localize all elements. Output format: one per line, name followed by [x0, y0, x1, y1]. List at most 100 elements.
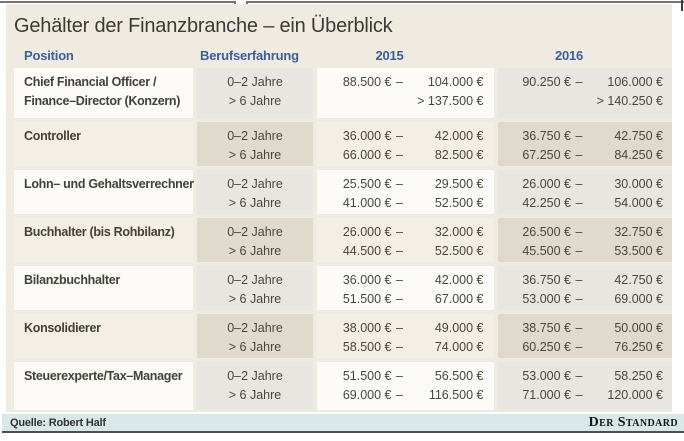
salary-range: 51.500 € – 67.000 €	[328, 290, 484, 309]
salary-range: 36.000 € – 42.000 €	[328, 127, 484, 146]
salary-high: 116.500 €	[428, 388, 484, 402]
salary-low: 36.750 €	[522, 273, 571, 287]
salary-range: > 140.250 €	[507, 92, 663, 111]
position-cell: Konsolidierer	[14, 314, 193, 358]
page-title: Gehälter der Finanzbranche – ein Überbli…	[14, 15, 393, 37]
salary-high: 53.500 €	[614, 244, 663, 258]
salary-low: 42.250 €	[522, 196, 571, 210]
salary-high: 50.000 €	[614, 321, 663, 335]
salary-high: 29.500 €	[434, 177, 484, 191]
salary-2015-cell: 88.500 € – 104.000 € > 137.500 €	[317, 68, 494, 118]
experience-value: > 6 Jahre	[228, 340, 282, 354]
salary-range: 45.500 € – 53.500 €	[507, 242, 663, 261]
salary-low: 36.000 €	[342, 129, 392, 143]
column-header-experience: Berufserfahrung	[200, 47, 299, 63]
position-name: Finance–Director (Konzern)	[24, 94, 181, 108]
range-dash: –	[575, 292, 583, 306]
position-name: Steuerexperte/Tax–Manager	[24, 369, 183, 383]
range-dash: –	[396, 292, 403, 306]
column-header-2015: 2015	[375, 47, 404, 63]
experience-value: > 6 Jahre	[228, 196, 282, 210]
range-dash: –	[396, 273, 403, 287]
experience-cell: 0–2 Jahre > 6 Jahre	[197, 314, 313, 358]
salary-high: 52.500 €	[434, 244, 484, 258]
salary-range: 36.000 € – 42.000 €	[328, 271, 484, 290]
salary-range: 60.250 € – 76.250 €	[507, 338, 663, 357]
salary-2016-cell: 38.750 € – 50.000 € 60.250 € – 76.250 €	[498, 314, 672, 358]
salary-low: 26.000 €	[342, 225, 392, 239]
range-dash: –	[396, 340, 403, 354]
table-row: Konsolidierer 0–2 Jahre > 6 Jahre 38.000 € –…	[14, 314, 672, 358]
position-name: Buchhalter (bis Rohbilanz)	[24, 225, 175, 239]
range-dash: –	[575, 148, 583, 162]
salary-2016-cell: 90.250 € – 106.000 € > 140.250 €	[498, 68, 672, 118]
table-row: Controller 0–2 Jahre > 6 Jahre 36.000 € –42.…	[14, 122, 672, 166]
salary-high: 54.000 €	[614, 196, 663, 210]
top-rule-notch	[236, 1, 246, 3]
experience-value: 0–2 Jahre	[227, 177, 283, 191]
salary-range: 53.000 € – 58.250 €	[507, 367, 663, 386]
range-dash: –	[575, 244, 583, 258]
salary-range: 38.750 € – 50.000 €	[507, 319, 663, 338]
salary-high: 42.750 €	[614, 129, 663, 143]
salary-low: 25.500 €	[342, 177, 392, 191]
table-row: Buchhalter (bis Rohbilanz) 0–2 Jahre > 6 J…	[14, 218, 672, 262]
experience-value: 0–2 Jahre	[227, 321, 283, 335]
salary-low: 88.500 €	[342, 75, 392, 89]
range-dash: –	[575, 321, 583, 335]
salary-range: 51.500 € – 56.500 €	[328, 367, 484, 386]
salary-high: 42.000 €	[434, 129, 484, 143]
experience-cell: 0–2 Jahre > 6 Jahre	[197, 266, 313, 310]
salary-range: 38.000 € – 49.000 €	[328, 319, 484, 338]
experience-value: 0–2 Jahre	[227, 273, 283, 287]
range-dash: –	[396, 129, 403, 143]
position-cell: Chief Financial Officer / Finance–Directo…	[14, 68, 193, 118]
salary-range: 36.750 € – 42.750 €	[507, 271, 663, 290]
range-dash	[571, 92, 587, 111]
salary-2016-cell: 26.000 € – 30.000 € 42.250 € – 54.000 €	[498, 170, 672, 214]
salary-high: 69.000 €	[614, 292, 663, 306]
salary-low: 36.750 €	[522, 129, 571, 143]
salary-low: 53.000 €	[522, 369, 571, 383]
salary-low	[328, 92, 392, 111]
salary-2015-cell: 36.000 € – 42.000 € 66.000 € – 82.500 €	[317, 122, 494, 166]
range-dash: –	[396, 369, 403, 383]
salary-low: 38.750 €	[522, 321, 571, 335]
column-header-position: Position	[24, 47, 74, 63]
experience-value: 0–2 Jahre	[227, 75, 283, 89]
table-header: Position Berufserfahrung 2015 2016	[14, 46, 672, 64]
range-dash: –	[396, 148, 403, 162]
salary-range: 88.500 € – 104.000 €	[328, 73, 484, 92]
position-cell: Bilanzbuchhalter	[14, 266, 193, 310]
salary-range: 58.500 € – 74.000 €	[328, 338, 484, 357]
salary-high: 120.000 €	[607, 388, 663, 402]
salary-high: 32.000 €	[434, 225, 484, 239]
experience-value: 0–2 Jahre	[227, 369, 283, 383]
table-body: Chief Financial Officer / Finance–Directo…	[14, 68, 672, 410]
experience-value: > 6 Jahre	[228, 388, 282, 402]
salary-high: 30.000 €	[614, 177, 663, 191]
salary-2015-cell: 26.000 € – 32.000 € 44.500 € – 52.500 €	[317, 218, 494, 262]
salary-2015-cell: 51.500 € – 56.500 € 69.000 € – 116.500 €	[317, 362, 494, 410]
salary-low: 58.500 €	[342, 340, 392, 354]
position-cell: Lohn– und Gehaltsverrechner	[14, 170, 194, 214]
range-dash: –	[575, 75, 583, 89]
salary-high: 104.000 €	[427, 75, 484, 89]
corner-crop-mark	[681, 0, 683, 11]
top-rule	[0, 1, 684, 3]
range-dash: –	[396, 225, 403, 239]
salary-range: 44.500 € – 52.500 €	[328, 242, 484, 261]
salary-range: 67.250 € – 84.250 €	[507, 146, 663, 165]
salary-range: 25.500 € – 29.500 €	[328, 175, 484, 194]
salary-2016-cell: 36.750 € – 42.750 € 53.000 € – 69.000 €	[498, 266, 672, 310]
range-dash: –	[575, 369, 583, 383]
salary-2016-cell: 53.000 € – 58.250 € 71.000 € – 120.000 €	[498, 362, 672, 410]
salary-high: > 137.500 €	[417, 94, 484, 108]
experience-value: 0–2 Jahre	[227, 129, 283, 143]
salary-low: 45.500 €	[522, 244, 571, 258]
salary-low: 60.250 €	[522, 340, 571, 354]
range-dash: –	[396, 196, 403, 210]
salary-low: 69.000 €	[342, 388, 392, 402]
position-name: Controller	[24, 129, 81, 143]
